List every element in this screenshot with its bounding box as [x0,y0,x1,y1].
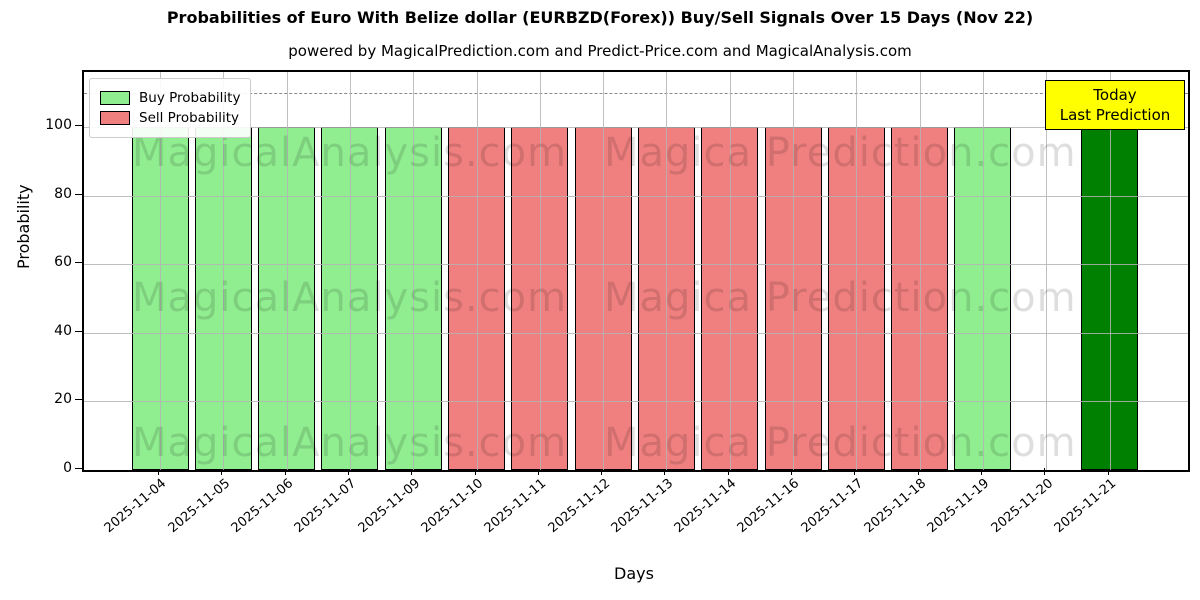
today-annotation: Today Last Prediction [1045,80,1185,130]
y-tick-mark [75,125,82,126]
y-tick-label: 0 [63,460,72,476]
legend-item: Sell Probability [100,110,240,126]
x-tick-label: 2025-11-21 [1051,476,1120,537]
y-tick-mark [75,330,82,332]
x-tick-label: 2025-11-19 [925,476,993,537]
gridline-vertical [603,72,605,470]
x-tick-label: 2025-11-05 [165,476,233,537]
x-tick-mark [347,468,349,475]
watermark-left: MagicalAnalysis.com [132,420,568,466]
gridline-vertical [729,72,731,470]
gridline-vertical [476,72,478,470]
gridline-vertical [223,72,225,470]
annotation-line-1: Today [1093,85,1137,104]
gridline-vertical [793,72,794,470]
gridline-horizontal [84,401,1188,403]
gridline-vertical [413,72,415,470]
x-tick-label: 2025-11-18 [861,476,930,537]
legend-item: Buy Probability [100,90,240,106]
gridline-vertical [349,72,351,470]
gridline-vertical [919,72,921,470]
legend-item-label: Buy Probability [139,90,241,106]
x-tick-label: 2025-11-07 [292,476,360,537]
gridline-vertical [982,72,984,470]
y-tick-label: 60 [54,254,72,271]
x-tick-label: 2025-11-16 [735,476,803,537]
x-tick-mark [1044,468,1046,475]
gridline-vertical [160,72,161,470]
x-axis-label: Days [614,564,654,583]
watermark-right: Magica Prediction.com [604,130,1077,176]
x-tick-label: 2025-11-11 [481,476,550,537]
y-tick-mark [75,468,82,469]
gridline-vertical [1046,72,1048,470]
x-tick-mark [411,468,413,475]
x-tick-label: 2025-11-13 [608,476,677,537]
y-tick-label: 80 [54,185,72,202]
y-tick-mark [75,193,82,195]
y-tick-mark [75,399,82,401]
y-tick-label: 100 [45,117,72,133]
x-tick-mark [474,468,476,475]
gridline-vertical [286,72,288,470]
y-tick-mark [75,262,82,264]
x-tick-mark [537,468,539,475]
x-tick-label: 2025-11-17 [798,476,866,537]
x-tick-label: 2025-11-12 [545,476,613,537]
gridline-vertical [666,72,668,470]
watermark-left: MagicalAnalysis.com [132,275,568,321]
x-tick-label: 2025-11-06 [228,476,297,537]
gridline-vertical [1109,72,1111,470]
gridline-horizontal [84,195,1188,197]
y-tick-label: 20 [54,391,72,408]
x-tick-label: 2025-11-14 [671,476,740,537]
gridline-horizontal [84,264,1188,266]
x-tick-mark [221,468,223,475]
annotation-line-2: Last Prediction [1059,106,1171,124]
x-tick-mark [1107,468,1109,475]
legend-item-label: Sell Probability [139,110,240,126]
dashed-threshold-line [84,92,1188,94]
x-tick-mark [284,468,286,475]
gridline-vertical [539,72,541,470]
gridline-horizontal [84,127,1188,128]
watermark-right: Magica Prediction.com [604,420,1077,466]
x-tick-mark [158,468,159,475]
x-tick-label: 2025-11-04 [102,476,170,537]
x-tick-mark [917,468,919,475]
x-tick-mark [664,468,666,475]
x-tick-mark [601,468,603,475]
watermark-right: Magica Prediction.com [604,275,1077,321]
legend-swatch [100,91,130,105]
gridline-horizontal [84,332,1188,334]
x-tick-mark [980,468,982,475]
x-tick-label: 2025-11-20 [988,476,1056,537]
x-tick-mark [854,468,856,475]
chart-subtitle: powered by MagicalPrediction.com and Pre… [288,42,912,60]
x-tick-mark [727,468,729,475]
chart-title: Probabilities of Euro With Belize dollar… [166,8,1034,27]
legend-swatch [100,111,130,125]
x-tick-mark [791,468,792,475]
x-tick-label: 2025-11-09 [355,476,423,537]
gridline-vertical [856,72,858,470]
y-tick-label: 40 [54,322,72,339]
plot-area: MagicalAnalysis.com Magica Prediction.com… [82,70,1190,472]
legend: Buy Probability Sell Probability [89,78,252,138]
x-tick-label: 2025-11-10 [418,476,487,537]
